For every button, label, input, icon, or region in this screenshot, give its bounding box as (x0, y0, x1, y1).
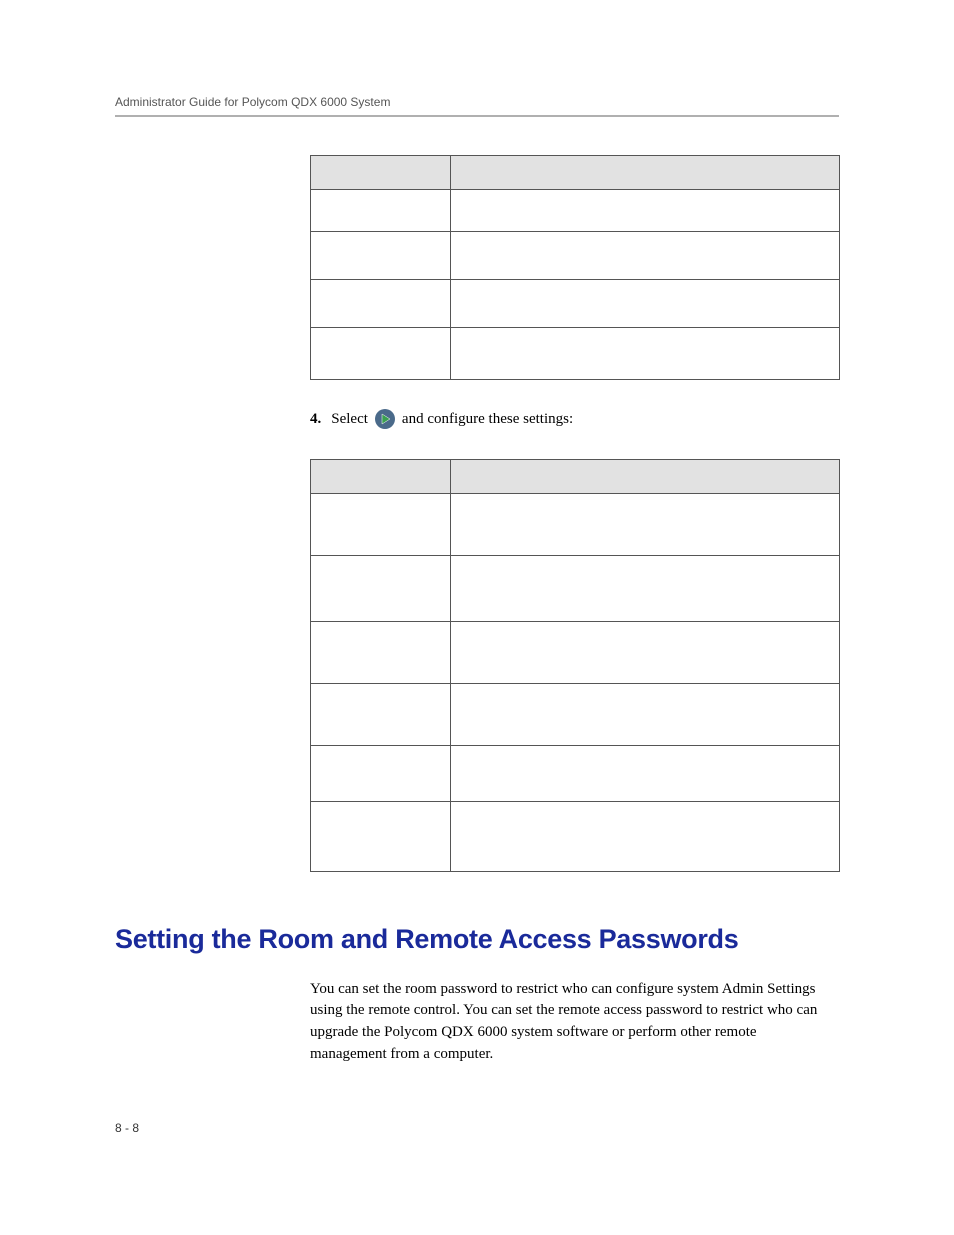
running-header: Administrator Guide for Polycom QDX 6000… (115, 95, 839, 109)
table-cell (311, 280, 451, 328)
table-cell (311, 493, 451, 555)
table-row (311, 232, 840, 280)
table-row (311, 745, 840, 801)
table-row (311, 621, 840, 683)
table-row (311, 555, 840, 621)
table-cell (311, 190, 451, 232)
table-cell (450, 621, 839, 683)
page-container: Administrator Guide for Polycom QDX 6000… (0, 0, 954, 1235)
table-row (311, 801, 840, 871)
table-header-row (311, 459, 840, 493)
step-number: 4. (310, 408, 321, 431)
table-header-cell (311, 156, 451, 190)
section-heading: Setting the Room and Remote Access Passw… (115, 924, 839, 955)
step-instruction: 4. Select and configure these settings: (310, 408, 839, 431)
page-number: 8 - 8 (115, 1121, 139, 1135)
content-block-1: 4. Select and configure these settings: (310, 155, 839, 872)
table-cell (311, 232, 451, 280)
table-cell (450, 683, 839, 745)
table-cell (450, 493, 839, 555)
table-row (311, 683, 840, 745)
table-cell (450, 328, 839, 380)
settings-table-1 (310, 155, 840, 380)
table-cell (450, 232, 839, 280)
table-cell (450, 801, 839, 871)
table-cell (450, 190, 839, 232)
table-header-row (311, 156, 840, 190)
header-rule (115, 115, 839, 117)
table-row (311, 190, 840, 232)
table-cell (311, 801, 451, 871)
table-header-cell (450, 156, 839, 190)
table-cell (450, 555, 839, 621)
table-row (311, 493, 840, 555)
table-cell (311, 555, 451, 621)
section-body: You can set the room password to restric… (310, 979, 830, 1066)
table-cell (311, 328, 451, 380)
table-header-cell (450, 459, 839, 493)
table-cell (450, 280, 839, 328)
table-cell (311, 621, 451, 683)
play-circle-icon (374, 408, 396, 430)
table-row (311, 280, 840, 328)
table-header-cell (311, 459, 451, 493)
table-cell (311, 683, 451, 745)
settings-table-2 (310, 459, 840, 872)
table-cell (311, 745, 451, 801)
step-text-after: and configure these settings: (402, 408, 573, 431)
table-cell (450, 745, 839, 801)
table-row (311, 328, 840, 380)
step-text-before: Select (331, 408, 368, 431)
